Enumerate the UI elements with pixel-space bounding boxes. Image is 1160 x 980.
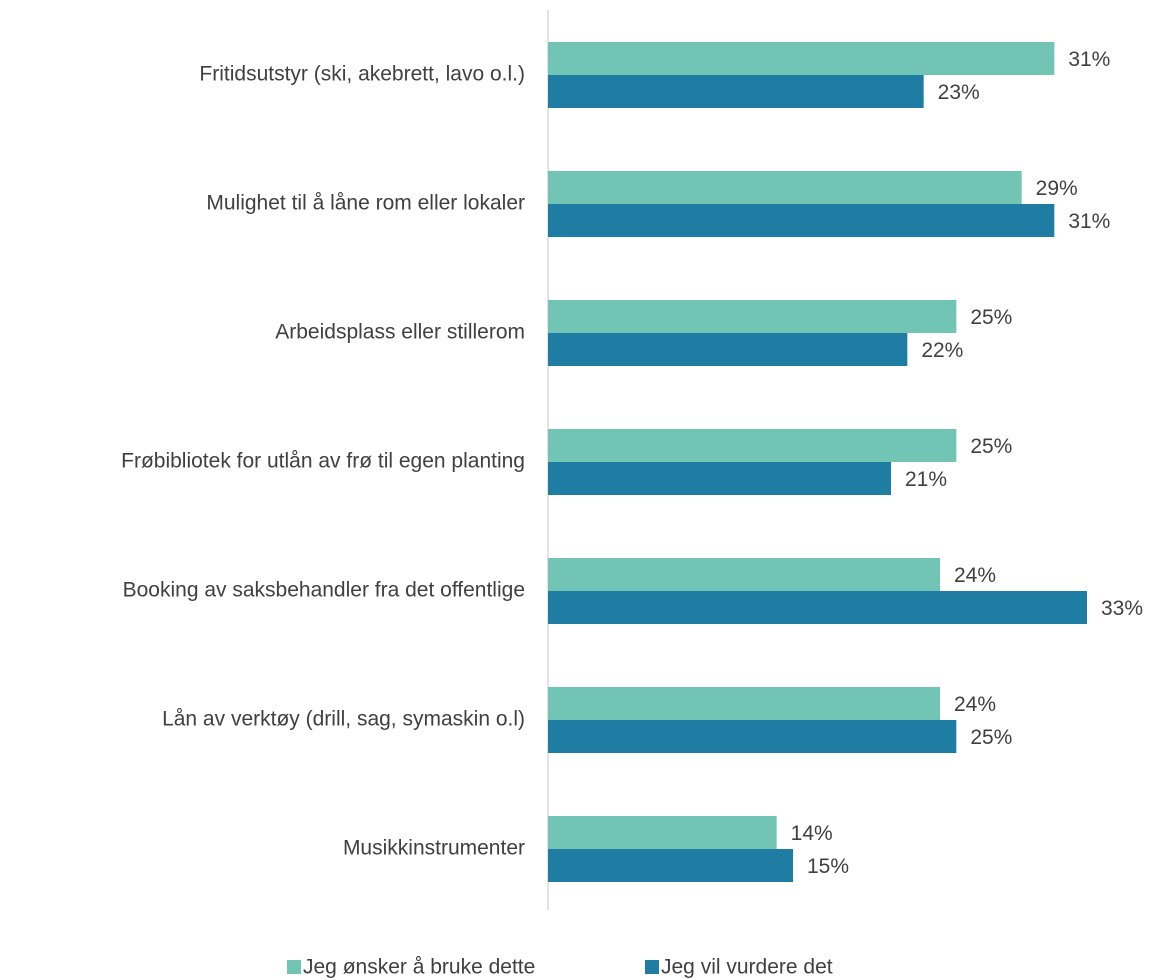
value-label: 22% xyxy=(921,339,963,362)
value-label: 24% xyxy=(954,564,996,587)
bar xyxy=(548,558,940,591)
value-label: 31% xyxy=(1068,210,1110,233)
legend-label: Jeg ønsker å bruke dette xyxy=(303,956,535,979)
bar xyxy=(548,687,940,720)
category-label: Musikkinstrumenter xyxy=(343,837,525,860)
value-label: 21% xyxy=(905,468,947,491)
value-label: 23% xyxy=(938,81,980,104)
value-label: 25% xyxy=(970,726,1012,749)
value-label: 29% xyxy=(1036,177,1078,200)
value-label: 31% xyxy=(1068,48,1110,71)
value-label: 14% xyxy=(791,822,833,845)
value-label: 33% xyxy=(1101,597,1143,620)
bar xyxy=(548,816,777,849)
value-label: 15% xyxy=(807,855,849,878)
bar xyxy=(548,75,924,108)
category-label: Fritidsutstyr (ski, akebrett, lavo o.l.) xyxy=(199,63,525,86)
bar xyxy=(548,462,891,495)
category-label: Mulighet til å låne rom eller lokaler xyxy=(206,192,525,215)
bar xyxy=(548,42,1055,75)
bar xyxy=(548,204,1055,237)
legend-swatch xyxy=(645,960,659,974)
category-label: Frøbibliotek for utlån av frø til egen p… xyxy=(121,450,525,473)
legend-label: Jeg vil vurdere det xyxy=(661,956,833,979)
bar xyxy=(548,591,1087,624)
category-label: Arbeidsplass eller stillerom xyxy=(275,321,525,344)
value-label: 25% xyxy=(970,306,1012,329)
value-label: 24% xyxy=(954,693,996,716)
bar xyxy=(548,171,1022,204)
bar xyxy=(548,333,908,366)
value-label: 25% xyxy=(970,435,1012,458)
bar xyxy=(548,849,793,882)
bar xyxy=(548,300,957,333)
bar xyxy=(548,720,957,753)
category-label: Booking av saksbehandler fra det offentl… xyxy=(123,579,525,602)
category-label: Lån av verktøy (drill, sag, symaskin o.l… xyxy=(162,708,525,731)
bar xyxy=(548,429,957,462)
legend-swatch xyxy=(287,960,301,974)
